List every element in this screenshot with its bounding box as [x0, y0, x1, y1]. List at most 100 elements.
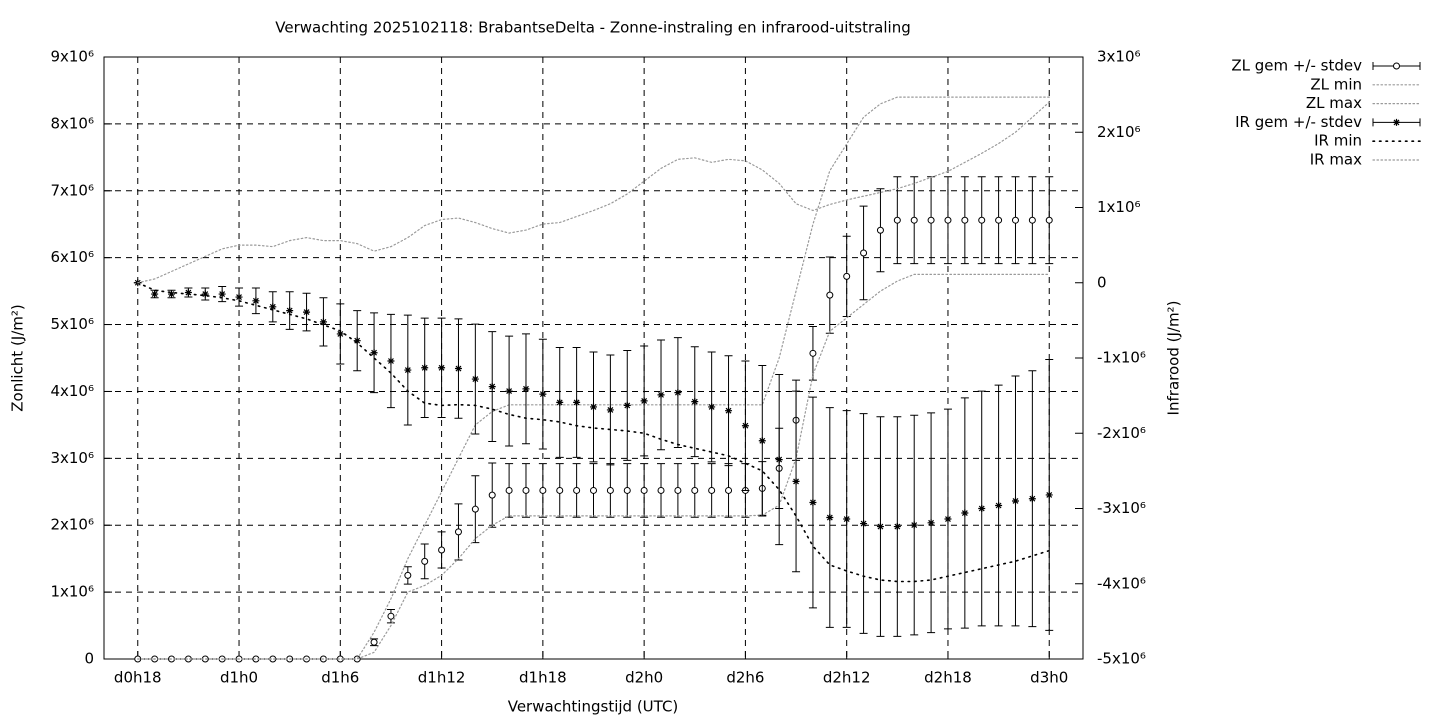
- star-marker: [606, 406, 614, 414]
- point: [539, 486, 547, 494]
- point: [640, 486, 648, 494]
- star-marker: [336, 330, 344, 338]
- star-marker: [252, 297, 260, 305]
- star-marker: [421, 364, 429, 372]
- star-marker: [741, 422, 749, 430]
- star-marker: [944, 515, 952, 523]
- x-tick-label: d3h0: [1030, 669, 1068, 687]
- star-marker: [505, 387, 513, 395]
- y2-tick-label: 1x10⁶: [1097, 198, 1141, 216]
- y-tick-label: 0: [84, 650, 94, 668]
- x-tick-label: d2h18: [924, 669, 972, 687]
- star-marker: [184, 289, 192, 297]
- star-marker: [438, 364, 446, 372]
- star-marker: [995, 501, 1003, 509]
- series-line: [137, 101, 1050, 284]
- x-tick-label: d2h6: [726, 669, 764, 687]
- star-marker: [775, 456, 783, 464]
- star-marker: [758, 437, 766, 445]
- point: [674, 486, 682, 494]
- star-marker: [876, 523, 884, 531]
- y-tick-label: 8x10⁶: [50, 114, 94, 132]
- legend-label: IR gem +/- stdev: [1235, 113, 1362, 131]
- star-marker: [674, 389, 682, 397]
- y-tick-label: 2x10⁶: [50, 516, 94, 534]
- star-marker: [691, 398, 699, 406]
- point: [404, 571, 412, 579]
- star-marker: [404, 366, 412, 374]
- point: [708, 486, 716, 494]
- point: [961, 216, 969, 224]
- star-marker: [893, 523, 901, 531]
- star-marker: [843, 515, 851, 523]
- point: [623, 486, 631, 494]
- point: [573, 486, 581, 494]
- star-marker: [218, 290, 226, 298]
- chart-title: Verwachting 2025102118: BrabantseDelta -…: [275, 19, 910, 37]
- point: [522, 486, 530, 494]
- legend-marker: [1393, 62, 1400, 70]
- y2-tick-label: -1x10⁶: [1097, 349, 1146, 367]
- star-marker: [657, 391, 665, 399]
- point: [1028, 216, 1036, 224]
- x-tick-label: d1h6: [321, 669, 359, 687]
- point: [1045, 216, 1053, 224]
- star-marker: [303, 308, 311, 316]
- point: [505, 486, 513, 494]
- star-marker: [826, 514, 834, 522]
- y-tick-label: 4x10⁶: [50, 382, 94, 400]
- y2-axis-label: Infrarood (J/m²): [1165, 301, 1183, 416]
- point: [471, 505, 479, 513]
- y-tick-label: 7x10⁶: [50, 181, 94, 199]
- point: [843, 272, 851, 280]
- point: [488, 491, 496, 499]
- point: [370, 638, 378, 646]
- star-marker: [353, 337, 361, 345]
- point: [387, 612, 395, 620]
- star-marker: [640, 397, 648, 405]
- star-marker: [488, 383, 496, 391]
- point: [826, 291, 834, 299]
- star-marker: [387, 357, 395, 365]
- star-marker: [809, 498, 817, 506]
- legend-label: IR max: [1310, 151, 1362, 169]
- star-marker: [792, 477, 800, 485]
- y-tick-label: 6x10⁶: [50, 248, 94, 266]
- point: [421, 557, 429, 565]
- point: [978, 216, 986, 224]
- point: [944, 216, 952, 224]
- star-marker: [454, 365, 462, 373]
- point: [876, 226, 884, 234]
- point: [893, 216, 901, 224]
- star-marker: [556, 398, 564, 406]
- point: [657, 486, 665, 494]
- y-axis-label: Zonlicht (J/m²): [9, 304, 27, 412]
- y2-tick-label: 3x10⁶: [1097, 48, 1141, 66]
- star-marker: [860, 520, 868, 528]
- star-marker: [471, 375, 479, 383]
- y2-tick-label: -3x10⁶: [1097, 499, 1146, 517]
- legend-label: ZL max: [1306, 94, 1362, 112]
- star-marker: [1011, 497, 1019, 505]
- y2-tick-label: -2x10⁶: [1097, 424, 1146, 442]
- point: [809, 349, 817, 357]
- x-tick-label: d1h0: [220, 669, 258, 687]
- point: [910, 216, 918, 224]
- point: [995, 216, 1003, 224]
- point: [454, 528, 462, 536]
- star-marker: [573, 398, 581, 406]
- x-tick-label: d2h0: [625, 669, 663, 687]
- point: [860, 249, 868, 257]
- point: [725, 486, 733, 494]
- star-marker: [910, 521, 918, 529]
- y2-tick-label: 0: [1097, 273, 1107, 291]
- y-tick-label: 9x10⁶: [50, 48, 94, 66]
- star-marker: [286, 307, 294, 315]
- y-tick-label: 1x10⁶: [50, 583, 94, 601]
- legend-label: ZL gem +/- stdev: [1231, 57, 1362, 75]
- star-marker: [1393, 118, 1400, 126]
- y2-tick-label: -5x10⁶: [1097, 650, 1146, 668]
- star-marker: [927, 519, 935, 527]
- point: [606, 486, 614, 494]
